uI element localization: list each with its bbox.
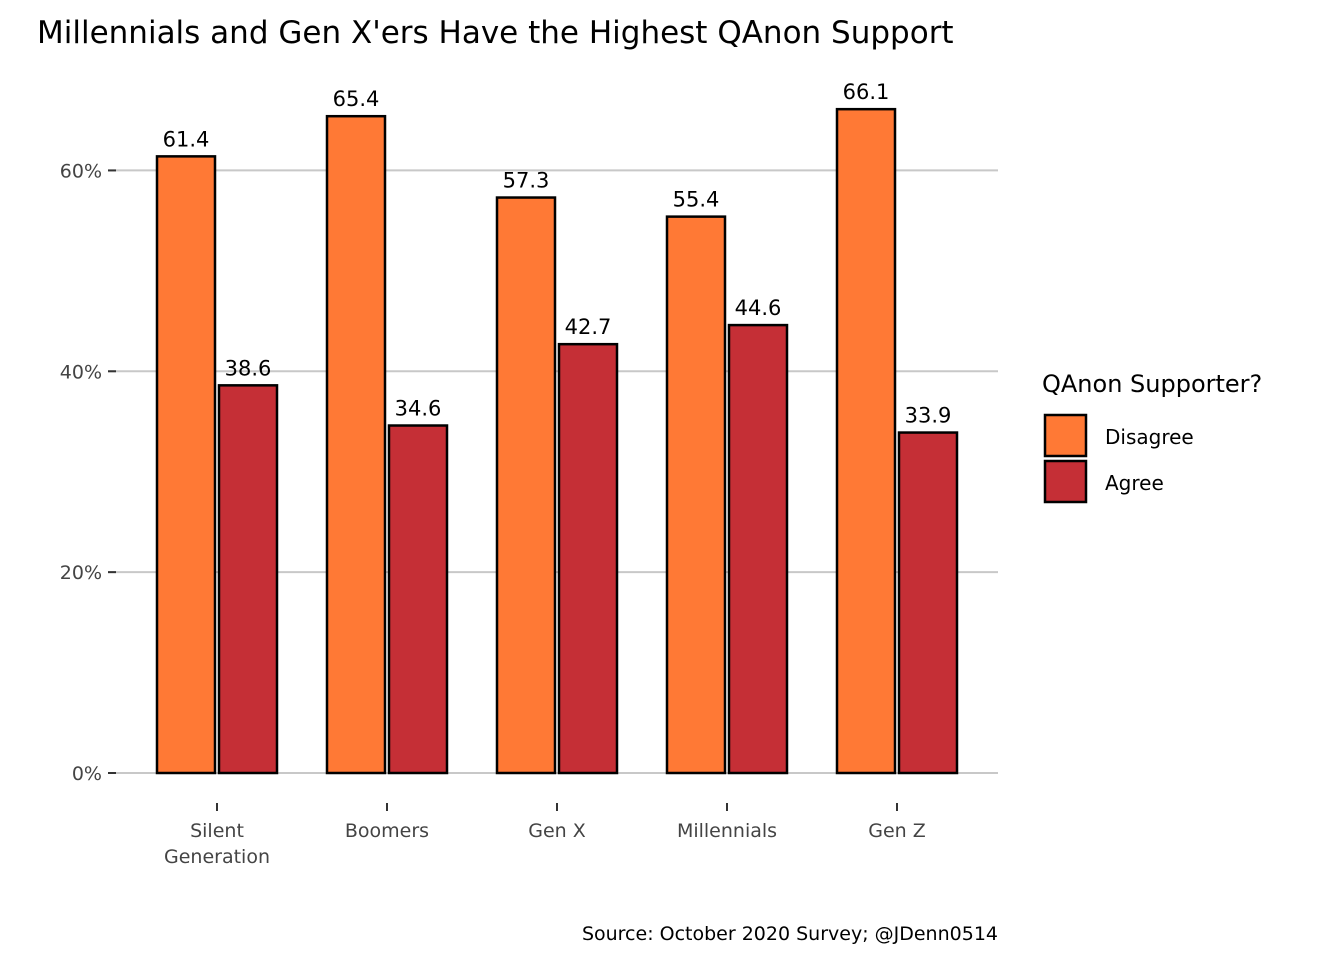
x-axis: Silent Generation Boomers Gen X Millennials G… (164, 803, 926, 868)
bar-disagree-5 (835, 107, 897, 775)
chart-caption: Source: October 2020 Survey; @JDenn0514 (582, 923, 998, 945)
bar-agree-1 (217, 384, 279, 775)
data-label: 55.4 (673, 188, 720, 212)
y-tick-label: 20% (60, 562, 102, 584)
y-tick-label: 0% (72, 763, 102, 785)
data-label: 42.7 (565, 315, 612, 339)
legend-title: QAnon Supporter? (1042, 370, 1262, 398)
y-tick-label: 40% (60, 361, 102, 383)
data-label: 66.1 (843, 80, 890, 104)
x-tick-label: Silent Generation (164, 820, 270, 868)
bar-disagree-3 (495, 196, 557, 775)
legend-key-disagree (1043, 413, 1088, 458)
bar-disagree-2 (325, 114, 387, 775)
legend-label: Disagree (1105, 425, 1194, 449)
x-tick-label: Gen X (528, 820, 586, 842)
data-labels: 61.4 65.4 57.3 55.4 66.1 38.6 34.6 42.7 44.6 33.9 (163, 80, 952, 427)
data-label: 34.6 (395, 397, 442, 421)
data-label: 33.9 (905, 404, 952, 428)
bar-agree-3 (557, 342, 619, 775)
legend-key-agree (1043, 459, 1088, 504)
bar-disagree-1 (155, 155, 217, 775)
legend-label: Agree (1105, 471, 1164, 495)
x-tick-label: Millennials (677, 820, 777, 842)
bar-agree-5 (897, 431, 959, 775)
data-label: 44.6 (735, 296, 782, 320)
legend: QAnon Supporter? Disagree Agree (1042, 370, 1262, 504)
x-tick-label: Gen Z (868, 820, 926, 842)
x-tick-label: Boomers (345, 820, 429, 842)
bar-agree-2 (387, 424, 449, 775)
data-label: 61.4 (163, 127, 210, 151)
chart-title: Millennials and Gen X'ers Have the Highe… (37, 15, 954, 51)
y-tick-label: 60% (60, 160, 102, 182)
bars (155, 107, 959, 775)
bar-disagree-4 (665, 215, 727, 775)
data-label: 38.6 (225, 356, 272, 380)
y-axis: 0% 20% 40% 60% (60, 160, 116, 785)
data-label: 65.4 (333, 87, 380, 111)
bar-agree-4 (727, 323, 789, 775)
data-label: 57.3 (503, 169, 550, 193)
